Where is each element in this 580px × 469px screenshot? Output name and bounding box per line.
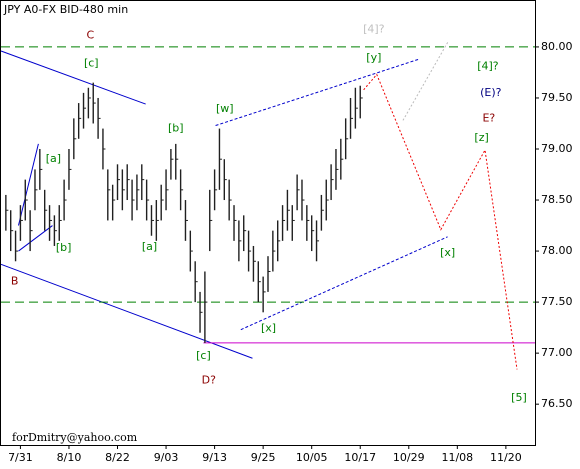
trend-line [402, 40, 450, 121]
wave-label: D? [202, 374, 216, 387]
trend-line [18, 225, 53, 252]
x-tick-label: 8/10 [57, 451, 82, 464]
y-tick-label: 77.00 [541, 346, 573, 359]
x-tick-label: 11/20 [490, 451, 522, 464]
x-tick-label: 9/03 [154, 451, 179, 464]
y-tick-label: 78.00 [541, 244, 573, 257]
x-tick-label: 10/05 [296, 451, 328, 464]
x-tick-label: 8/22 [105, 451, 130, 464]
y-tick-label: 76.50 [541, 397, 573, 410]
wave-label: C [86, 29, 94, 42]
y-tick-label: 78.50 [541, 193, 573, 206]
wave-label: [y] [366, 51, 381, 64]
trend-line [363, 73, 518, 370]
x-tick-label: 10/17 [344, 451, 376, 464]
x-tick-label: 11/08 [441, 451, 473, 464]
chart-title: JPY A0-FX BID-480 min [3, 3, 128, 16]
y-tick-label: 77.50 [541, 295, 573, 308]
y-tick-label: 79.00 [541, 142, 573, 155]
x-tick-label: 9/13 [202, 451, 227, 464]
footer: forDmitry@yahoo.com [12, 431, 138, 444]
wave-label: E? [482, 111, 495, 124]
wave-label: [x] [261, 322, 276, 335]
trend-line [240, 236, 448, 331]
wave-label: [z] [474, 131, 488, 144]
wave-label: [b] [168, 122, 184, 135]
trend-line [0, 50, 146, 105]
wave-label: [4]? [477, 59, 499, 72]
wave-label: [x] [440, 246, 455, 259]
y-tick-label: 79.50 [541, 91, 573, 104]
wave-label: [a] [142, 240, 157, 253]
trend-line [215, 58, 420, 126]
wave-label: (E)? [480, 86, 502, 99]
wave-label: [c] [196, 349, 211, 362]
wave-label: B [11, 275, 19, 288]
trend-line [17, 143, 39, 226]
plot-frame [0, 0, 536, 446]
wave-label: [c] [84, 56, 99, 69]
x-tick-label: 9/25 [251, 451, 276, 464]
wave-label: [b] [56, 241, 72, 254]
wave-label: [w] [216, 102, 234, 115]
wave-label: [a] [46, 152, 61, 165]
wave-label: [4]? [363, 23, 385, 36]
y-tick-label: 80.00 [541, 40, 573, 53]
x-tick-label: 10/29 [393, 451, 425, 464]
wave-label: [5] [511, 391, 527, 404]
x-tick-label: 7/31 [8, 451, 33, 464]
